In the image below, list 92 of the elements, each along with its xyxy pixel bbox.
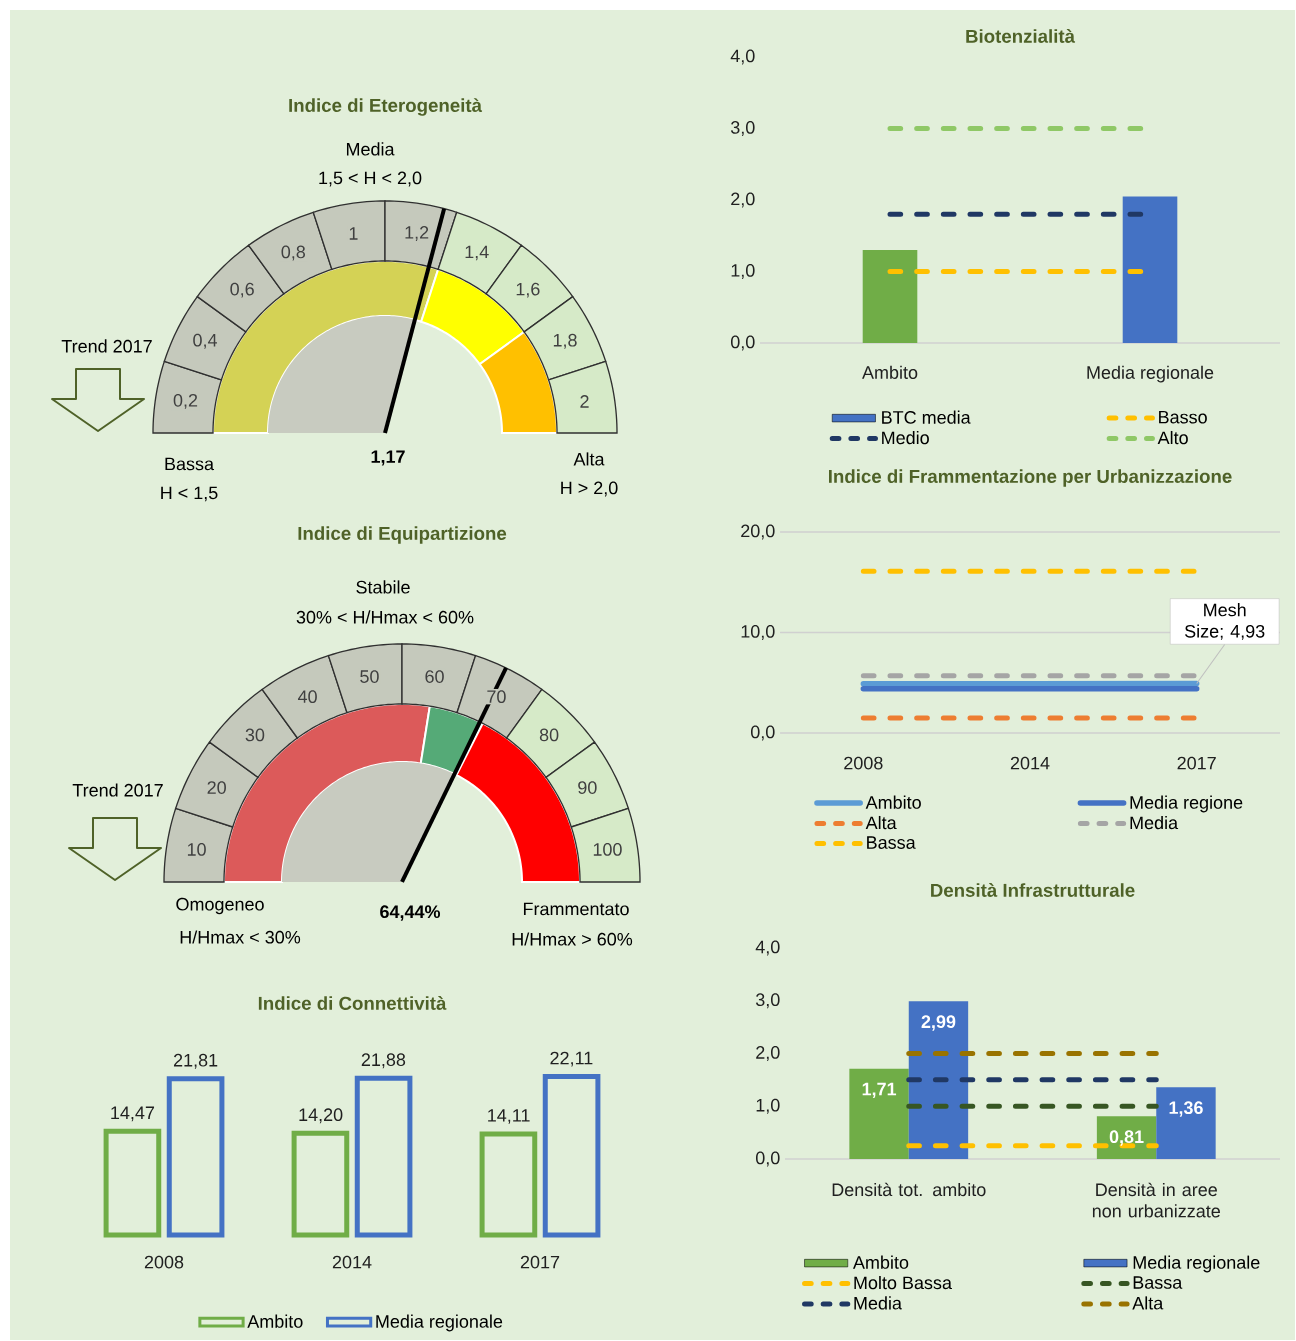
text: Stabile [356, 580, 410, 594]
category-label: 60 [425, 670, 444, 683]
text: H/Hmax < 30% [180, 930, 301, 944]
bar [908, 1001, 969, 1159]
y-tick-label: 4,0 [730, 49, 755, 65]
category-label: 0,6 [230, 282, 254, 298]
category-label: 1 [349, 227, 358, 240]
data-label: 14,20 [299, 1108, 343, 1124]
data-label: 21,81 [173, 1053, 218, 1069]
text: 1,5 < H < 2,0 [319, 171, 422, 187]
legend-label: Medio [882, 430, 929, 445]
text: Indice di Equipartizione [298, 526, 507, 544]
legend-label: Ambito [865, 795, 921, 809]
text: Frammentato [523, 902, 629, 916]
category-label: 1,4 [465, 245, 489, 261]
legend-label: Media regionale [376, 1314, 503, 1332]
data-label: 14,11 [488, 1109, 530, 1124]
text: Trend 2017 [61, 339, 152, 353]
text: 64,44% [380, 905, 441, 921]
bar [1156, 1087, 1216, 1159]
x-tick-label: 2014 [1010, 756, 1050, 770]
data-label: 1,36 [1169, 1101, 1203, 1117]
y-tick-label: 1,0 [756, 1098, 780, 1114]
chart-title: Biotenzialità [966, 29, 1076, 43]
legend-label: Bassa [1133, 1276, 1183, 1289]
chart-title: Indice di Connettività [258, 996, 447, 1010]
text: 1,17 [371, 450, 405, 466]
text: H/Hmax > 60% [512, 932, 633, 946]
legend-label: Alta [1132, 1296, 1164, 1310]
category-label: 0,2 [173, 393, 198, 409]
chart-title: Indice di Frammentazione per Urbanizzazione [829, 469, 1232, 487]
legend-label: BTC media [882, 410, 971, 424]
data-label: 14,47 [111, 1106, 155, 1122]
category-label: 1,8 [553, 333, 577, 349]
y-tick-label: 0,0 [755, 1151, 780, 1167]
category-label: 2 [580, 395, 589, 408]
y-tick-label: 0,0 [730, 335, 755, 351]
y-tick-label: 2,0 [731, 192, 755, 208]
category-label: 80 [539, 728, 559, 742]
category-label: 0,4 [193, 333, 218, 349]
category-label: 20 [207, 781, 226, 794]
legend-label: Media [1130, 815, 1179, 830]
category-label: 70 [487, 690, 506, 704]
x-tick-label: Densità in aree non urbanizzate [1092, 1182, 1220, 1218]
y-tick-label: 2,0 [756, 1046, 780, 1061]
text: 30% < H/Hmax < 60% [296, 610, 474, 624]
text: Trend 2017 [72, 783, 163, 797]
category-label: 10 [187, 843, 206, 856]
category-label: 50 [360, 670, 379, 683]
y-tick-label: 10,0 [741, 625, 775, 640]
category-label: 0,8 [281, 245, 306, 261]
y-tick-label: 4,0 [755, 940, 780, 956]
text: Alta [573, 452, 605, 466]
chart-title: Densità Infrastrutturale [931, 883, 1135, 897]
x-tick-label: 2017 [1177, 756, 1216, 770]
x-tick-label: 2017 [520, 1255, 560, 1269]
category-label: 30 [245, 728, 265, 742]
legend-label: Media [854, 1296, 902, 1310]
data-label: 0,81 [1109, 1130, 1144, 1146]
data-label: 22,11 [550, 1051, 593, 1067]
legend-label: Alta [865, 815, 897, 830]
legend-label: Basso [1159, 410, 1207, 424]
text: Indice di Eterogeneità [289, 98, 483, 116]
category-label: 40 [297, 690, 317, 704]
x-tick-label: 2008 [844, 756, 883, 770]
bar [849, 1068, 909, 1159]
annotation: Mesh Size; 4,93 [1184, 603, 1265, 640]
category-label: 90 [578, 781, 597, 794]
legend-label: Ambito [247, 1314, 303, 1328]
x-tick-label: 2008 [144, 1255, 184, 1269]
y-tick-label: 3,0 [755, 993, 780, 1009]
legend-label: Molto Bassa [854, 1275, 952, 1290]
legend-label: Media regione [1130, 795, 1243, 813]
data-label: 2,99 [921, 1015, 956, 1031]
category-label: 100 [593, 843, 622, 856]
text: Bassa [165, 457, 215, 471]
legend-label: Bassa [867, 836, 916, 849]
x-tick-label: 2014 [332, 1255, 372, 1269]
category-label: 1,2 [405, 226, 429, 241]
text: Media [346, 142, 395, 156]
text: Omogeneo [176, 897, 264, 915]
y-tick-label: 20,0 [741, 524, 775, 540]
data-label: 1,71 [862, 1082, 897, 1098]
y-tick-label: 1,0 [731, 264, 755, 279]
legend-label: Alto [1157, 430, 1188, 445]
text: H > 2,0 [561, 481, 618, 497]
text: H < 1,5 [161, 486, 218, 502]
data-label: 21,88 [361, 1053, 406, 1069]
y-tick-label: 3,0 [730, 121, 755, 136]
x-tick-label: Densità tot. ambito [832, 1182, 986, 1197]
category-label: 1,6 [516, 282, 540, 298]
y-tick-label: 0,0 [750, 725, 775, 741]
